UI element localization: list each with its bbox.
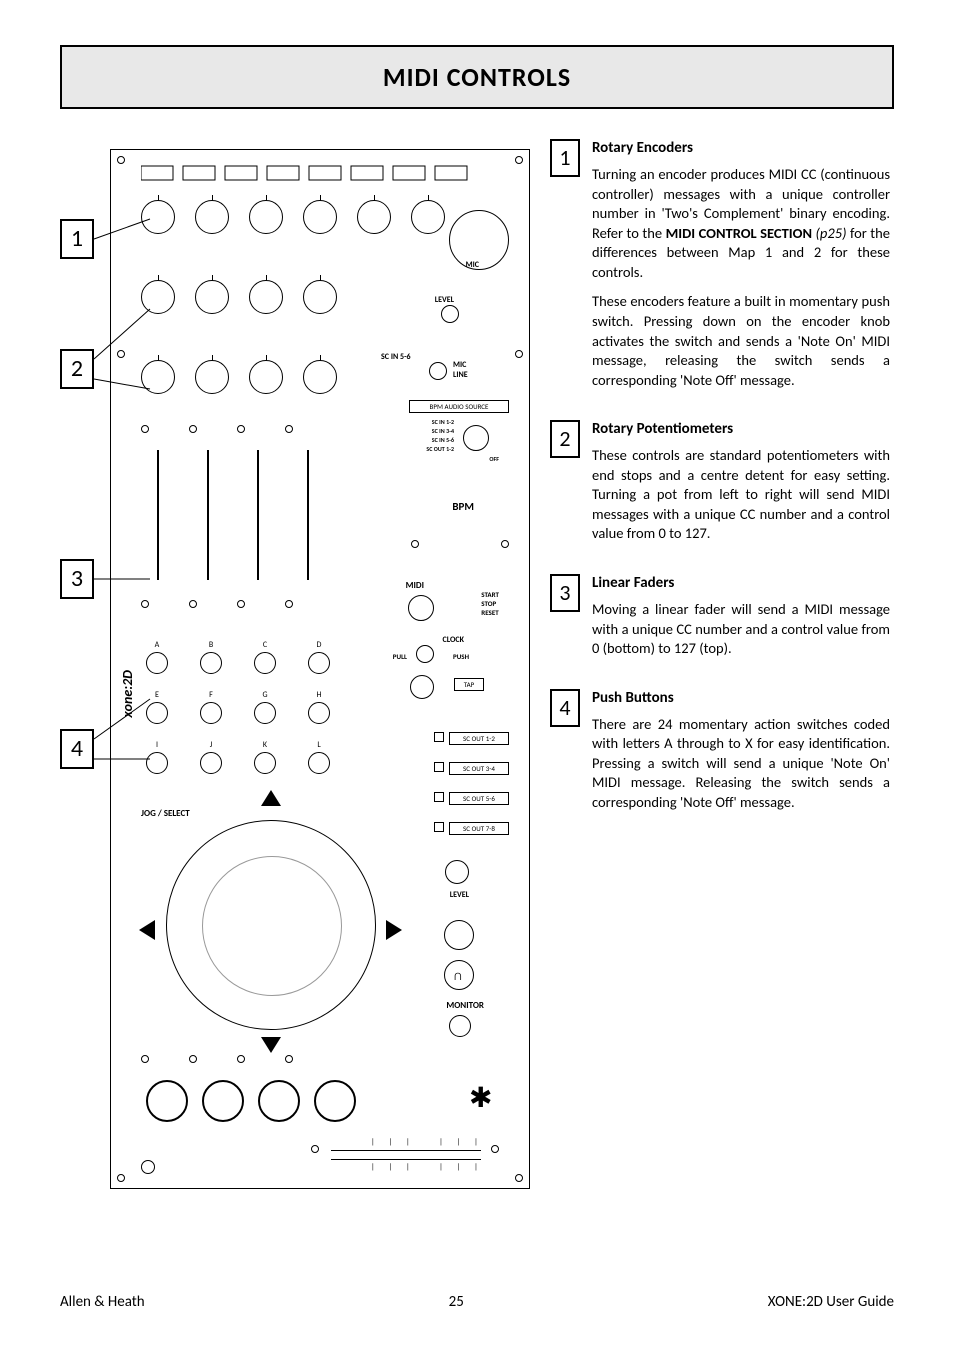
callout-left-3: 3 — [60, 559, 94, 599]
footer-right: XONE:2D User Guide — [768, 1293, 894, 1311]
section-buttons: 4 Push Buttons There are 24 momentary ac… — [550, 689, 890, 813]
footer-center: 25 — [449, 1293, 464, 1311]
text-column: 1 Rotary Encoders Turning an encoder pro… — [550, 139, 890, 843]
para-encoders-1: Turning an encoder produces MIDI CC (con… — [592, 165, 890, 282]
heading-buttons: Push Buttons — [592, 689, 890, 707]
callout-right-3: 3 — [550, 574, 580, 612]
page-footer: Allen & Heath 25 XONE:2D User Guide — [60, 1293, 894, 1311]
para-pots-1: These controls are standard potentiomete… — [592, 446, 890, 544]
callout-right-2: 2 — [550, 420, 580, 458]
callout-right-1: 1 — [550, 139, 580, 177]
heading-pots: Rotary Potentiometers — [592, 420, 890, 438]
page-title: MIDI CONTROLS — [62, 61, 892, 93]
content-area: 1 2 3 4 — [60, 139, 894, 843]
callout-left-1: 1 — [60, 219, 94, 259]
section-faders: 3 Linear Faders Moving a linear fader wi… — [550, 574, 890, 659]
section-pots: 2 Rotary Potentiometers These controls a… — [550, 420, 890, 544]
callout-lines — [60, 139, 530, 1199]
diagram-column: 1 2 3 4 — [60, 139, 530, 843]
heading-faders: Linear Faders — [592, 574, 890, 592]
para-faders-1: Moving a linear fader will send a MIDI m… — [592, 600, 890, 659]
callout-left-4: 4 — [60, 729, 94, 769]
heading-encoders: Rotary Encoders — [592, 139, 890, 157]
para-buttons-1: There are 24 momentary action switches c… — [592, 715, 890, 813]
callout-right-4: 4 — [550, 689, 580, 727]
para-encoders-2: These encoders feature a built in moment… — [592, 292, 890, 390]
page-title-box: MIDI CONTROLS — [60, 45, 894, 109]
callout-left-2: 2 — [60, 349, 94, 389]
footer-left: Allen & Heath — [60, 1293, 145, 1311]
section-encoders: 1 Rotary Encoders Turning an encoder pro… — [550, 139, 890, 390]
